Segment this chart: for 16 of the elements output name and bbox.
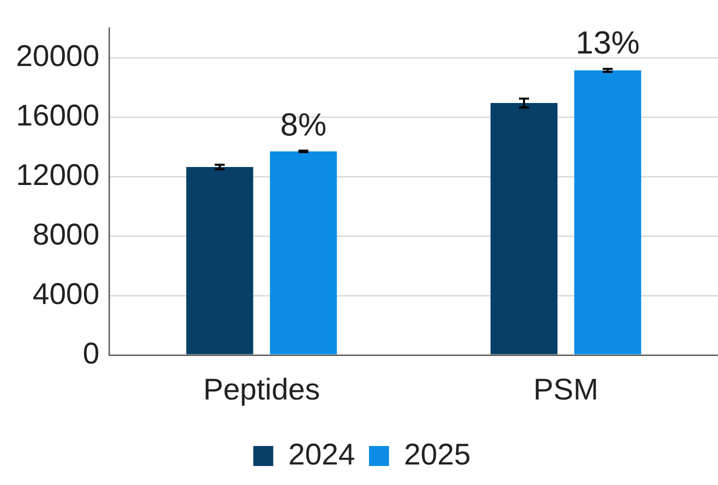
annotation: 8% xyxy=(280,106,327,142)
y-tick-label: 12000 xyxy=(16,158,100,192)
legend-label: 2024 xyxy=(288,438,356,472)
bar xyxy=(490,103,558,354)
bar xyxy=(186,166,254,354)
y-tick-label: 20000 xyxy=(16,40,100,73)
legend-label: 2025 xyxy=(404,438,471,472)
bar xyxy=(574,70,642,354)
x-tick-label: PSM xyxy=(533,373,598,406)
bar xyxy=(270,151,337,354)
y-tick-label: 4000 xyxy=(32,278,100,311)
y-tick-label: 8000 xyxy=(32,218,100,252)
x-tick-label: Peptides xyxy=(203,373,320,406)
y-tick-label: 16000 xyxy=(16,99,100,132)
annotation: 13% xyxy=(576,24,640,61)
y-tick-label: 0 xyxy=(82,337,100,370)
